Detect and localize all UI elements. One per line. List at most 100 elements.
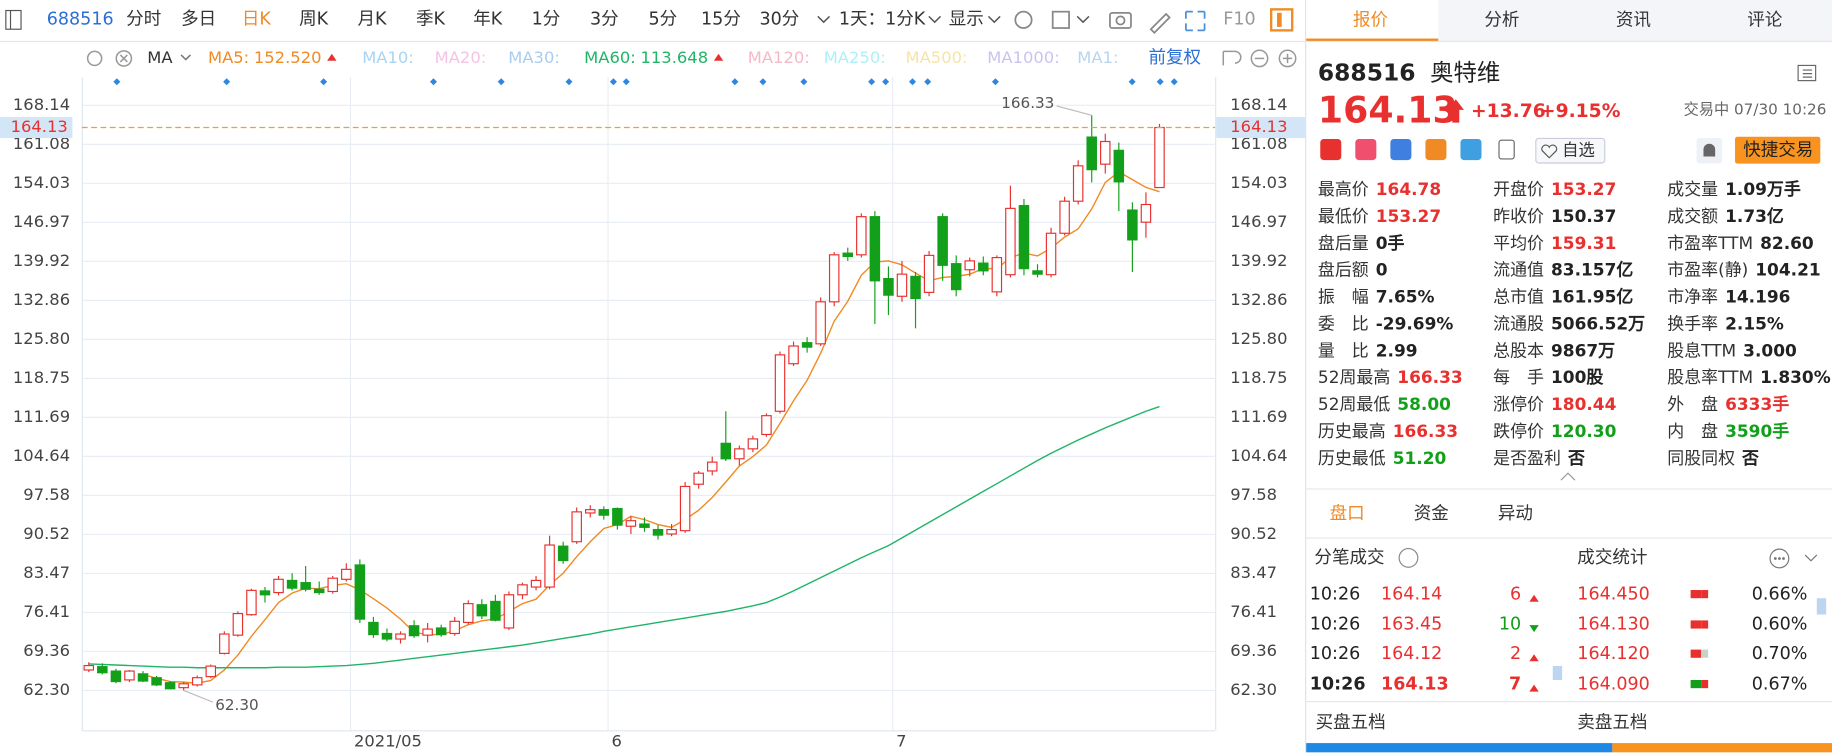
candle-body	[259, 590, 271, 596]
ma-legend-item[interactable]: MA120:	[748, 50, 810, 66]
y-tick-label-right: 76.41	[1230, 602, 1277, 621]
note-icon[interactable]	[1498, 139, 1515, 160]
quote-tab[interactable]: 报价	[1352, 9, 1389, 31]
collapse-caret[interactable]	[1560, 472, 1576, 481]
indicator-name[interactable]: MA	[147, 49, 173, 68]
fullscreen-icon[interactable]	[1185, 10, 1206, 32]
display-menu[interactable]: 显示	[948, 8, 984, 30]
sub-tab[interactable]: 异动	[1497, 502, 1533, 524]
bell-shape	[1703, 143, 1716, 157]
ma-legend-item[interactable]: MA10:	[362, 50, 414, 66]
period-tab[interactable]: 月K	[357, 8, 387, 30]
field-label: 52周最高	[1317, 369, 1391, 388]
ma-legend-item[interactable]: MA1:	[1077, 50, 1118, 66]
camera-icon[interactable]	[1109, 11, 1132, 29]
ma-legend-item[interactable]: MA60: 113.648	[584, 50, 724, 67]
quote-field: 盘后额 0	[1318, 263, 1388, 280]
cn-flag-icon[interactable]	[1320, 139, 1342, 161]
field-label: 总股本	[1493, 342, 1544, 362]
candle-body	[503, 594, 515, 629]
stat-bar-a	[1690, 650, 1702, 659]
ma-legend-item[interactable]: MA20:	[435, 50, 487, 66]
draw-icon[interactable]	[1149, 12, 1171, 34]
period-tab[interactable]: 年K	[473, 8, 503, 30]
period-tab[interactable]: 1分	[531, 8, 561, 30]
candle-body	[1018, 205, 1030, 270]
feature-icon[interactable]	[1355, 139, 1377, 161]
period-tab[interactable]: 多日	[181, 8, 217, 30]
watchlist-button[interactable]: 自选	[1535, 137, 1606, 164]
ma-legend-item[interactable]: MA30:	[508, 50, 560, 66]
candle-body	[815, 301, 826, 345]
ma-legend-item[interactable]: MA500:	[905, 50, 967, 66]
panel-toggle-icon[interactable]	[1270, 8, 1294, 32]
trade-price: 164.12	[1381, 643, 1443, 665]
indicator-close-icon[interactable]	[115, 50, 133, 67]
quote-tab[interactable]: 资讯	[1615, 9, 1651, 31]
y-tick-label-right: 83.47	[1230, 563, 1277, 582]
arrow-shape	[1447, 99, 1464, 123]
feature-icon[interactable]	[1390, 139, 1412, 161]
more-dot	[1782, 557, 1785, 560]
sidebar-icon[interactable]	[5, 9, 22, 30]
quote-field: 开盘价 153.27	[1493, 182, 1616, 199]
quote-tab[interactable]: 评论	[1747, 9, 1783, 31]
adjust-mode[interactable]: 前复权	[1148, 46, 1202, 68]
bid-title: 买盘五档	[1315, 711, 1386, 733]
menu-icon[interactable]	[1797, 64, 1818, 83]
f10-button[interactable]: F10	[1223, 8, 1256, 30]
alert-icon[interactable]	[1696, 137, 1723, 164]
scrollbar[interactable]	[1552, 665, 1563, 680]
sub-tab[interactable]: 盘口	[1329, 502, 1365, 524]
interval-selector[interactable]: 1天：1分K	[838, 8, 926, 30]
trade-direction	[1524, 589, 1539, 608]
period-tab[interactable]: 日K	[241, 8, 271, 30]
last-price: 164.13	[1317, 89, 1458, 133]
zoom-in-icon[interactable]	[1278, 49, 1297, 68]
price-up-arrow	[1447, 99, 1464, 123]
reset-icon[interactable]	[1222, 50, 1242, 66]
stock-code-tab[interactable]: 688516	[46, 8, 114, 30]
candle-body	[666, 528, 677, 535]
settings-icon[interactable]	[1014, 10, 1033, 29]
period-tab[interactable]: 5分	[648, 8, 678, 30]
candle-body	[178, 683, 189, 689]
expand-icon[interactable]	[1804, 554, 1818, 562]
field-value: 3590手	[1725, 422, 1790, 442]
candle-body	[327, 577, 339, 593]
y-tick-label-right: 168.14	[1230, 95, 1287, 114]
feature-icon[interactable]	[1460, 139, 1482, 161]
candle-body	[354, 564, 366, 620]
bid-ratio-bar	[1306, 743, 1613, 753]
ticks-title: 分笔成交	[1314, 546, 1385, 568]
quote-field: 平均价 159.31	[1493, 236, 1616, 253]
quote-tab[interactable]: 分析	[1484, 9, 1520, 31]
candle-body	[598, 509, 610, 516]
ma-legend-item[interactable]: MA250:	[824, 50, 886, 66]
period-tab[interactable]: 30分	[759, 8, 800, 30]
field-label: 成交额	[1667, 207, 1719, 227]
feature-icon[interactable]	[1425, 139, 1447, 161]
y-tick-label: 146.97	[13, 212, 70, 231]
indicator-settings-icon[interactable]	[86, 50, 103, 67]
candle-body	[341, 568, 352, 580]
scrollbar[interactable]	[1816, 598, 1827, 615]
layout-icon[interactable]	[1051, 10, 1070, 29]
period-tab[interactable]: 季K	[415, 8, 445, 30]
period-tab[interactable]: 周K	[299, 8, 329, 30]
sub-tab[interactable]: 资金	[1413, 502, 1449, 524]
quick-trade-button[interactable]: 快捷交易	[1735, 136, 1821, 164]
quote-field: 股息TTM 3.000	[1667, 343, 1797, 360]
event-marker	[223, 78, 231, 86]
field-value: 153.27	[1375, 207, 1442, 227]
period-tab[interactable]: 15分	[701, 8, 741, 30]
candle-body	[1059, 200, 1070, 234]
ma-legend-item[interactable]: MA1000:	[987, 50, 1059, 66]
zoom-out-icon[interactable]	[1250, 49, 1269, 68]
period-tab[interactable]: 3分	[590, 8, 619, 30]
more-icon[interactable]	[1769, 548, 1790, 569]
period-tab[interactable]: 分时	[126, 8, 162, 30]
indicator-dropdown[interactable]	[180, 54, 191, 61]
ma-legend-item[interactable]: MA5: 152.520	[208, 50, 337, 67]
help-icon[interactable]	[1398, 547, 1419, 568]
